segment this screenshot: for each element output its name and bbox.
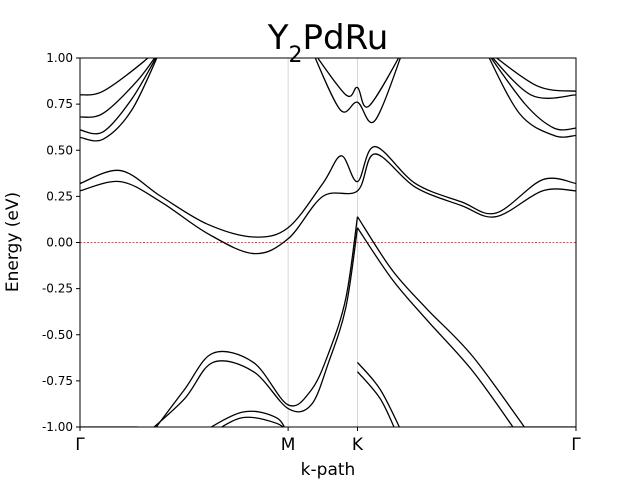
band-line-5 xyxy=(80,58,149,96)
band-line-11 xyxy=(316,58,400,108)
band-line-0 xyxy=(80,153,576,255)
band-line-6 xyxy=(488,58,576,138)
y-tick-label: 0.25 xyxy=(46,189,73,203)
y-axis-ticks: -1.00 -0.75 -0.50 -0.25 0.00 0.25 0.50 0.75 1.00 xyxy=(42,51,80,434)
band-line-13 xyxy=(356,216,526,427)
y-tick-label: -0.75 xyxy=(42,374,73,388)
x-tick-label: Γ xyxy=(75,435,85,455)
band-line-15 xyxy=(153,227,359,427)
band-line-18 xyxy=(356,371,395,427)
y-tick-label: -0.50 xyxy=(42,328,73,342)
y-tick-label: 0.75 xyxy=(46,97,73,111)
y-tick-label: 1.00 xyxy=(46,51,73,65)
y-tick-label: 0.00 xyxy=(46,236,73,250)
x-tick-label: K xyxy=(352,435,364,455)
band-line-7 xyxy=(490,58,576,131)
band-line-17 xyxy=(356,362,401,427)
band-line-8 xyxy=(492,58,576,99)
x-tick-label: Γ xyxy=(571,435,581,455)
y-tick-label: -0.25 xyxy=(42,282,73,296)
y-tick-label: -1.00 xyxy=(42,420,73,434)
x-tick-label: M xyxy=(281,435,296,455)
y-axis-title: Energy (eV) xyxy=(3,192,23,292)
band-line-4 xyxy=(80,58,156,118)
chart-title: Y2PdRu xyxy=(267,18,389,68)
band-line-1 xyxy=(80,145,576,238)
band-line-10 xyxy=(314,58,402,124)
band-line-9 xyxy=(495,58,576,92)
band-line-19 xyxy=(209,410,286,427)
band-line-3 xyxy=(80,58,157,135)
x-axis-title: k-path xyxy=(301,460,356,480)
y-tick-label: 0.50 xyxy=(46,143,73,157)
band-lines xyxy=(80,58,576,427)
band-line-14 xyxy=(155,216,359,427)
band-line-2 xyxy=(80,58,158,142)
band-line-12 xyxy=(356,227,514,427)
